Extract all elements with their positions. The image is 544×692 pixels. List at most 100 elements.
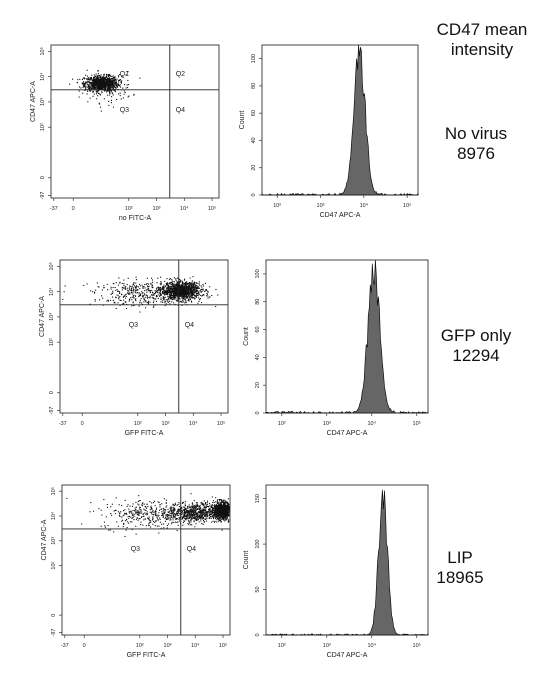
event-dot xyxy=(104,84,106,86)
event-dot xyxy=(93,77,95,79)
event-dot xyxy=(174,516,176,518)
event-dot xyxy=(96,282,98,284)
event-dot xyxy=(201,512,203,514)
event-dot xyxy=(190,289,192,291)
event-dot xyxy=(172,288,174,290)
event-dot xyxy=(123,514,125,516)
event-dot xyxy=(90,502,92,504)
event-dot xyxy=(157,289,159,291)
event-dot xyxy=(188,296,190,298)
event-dot xyxy=(95,81,97,83)
event-dot xyxy=(183,293,185,295)
x-tick-label: 10² xyxy=(278,643,286,649)
event-dot xyxy=(223,515,225,517)
event-dot xyxy=(215,518,217,520)
event-dot xyxy=(163,513,165,515)
event-dot xyxy=(191,293,193,295)
event-dot xyxy=(154,292,156,294)
event-dot xyxy=(206,515,208,517)
event-dot xyxy=(109,94,111,96)
event-dot xyxy=(190,284,192,286)
event-dot xyxy=(196,502,198,504)
event-dot xyxy=(99,81,101,83)
x-tick-label: 10⁴ xyxy=(360,202,369,209)
event-dot xyxy=(182,506,184,508)
event-dot xyxy=(93,90,95,92)
event-dot xyxy=(200,508,202,510)
event-dot xyxy=(112,77,114,79)
y-tick-label: 60 xyxy=(255,326,261,332)
event-dot xyxy=(184,285,186,287)
event-dot xyxy=(107,85,109,87)
event-dot xyxy=(228,506,230,508)
event-dot xyxy=(202,503,204,505)
event-dot xyxy=(185,511,187,513)
event-dot xyxy=(132,517,134,519)
event-dot xyxy=(195,292,197,294)
event-dot xyxy=(188,284,190,286)
event-dot xyxy=(158,288,160,290)
event-dot xyxy=(225,513,227,515)
event-dot xyxy=(184,288,186,290)
event-dot xyxy=(101,77,103,79)
event-dot xyxy=(176,510,178,512)
event-dot xyxy=(191,281,193,283)
event-dot xyxy=(166,290,168,292)
event-dot xyxy=(186,283,188,285)
event-dot xyxy=(176,512,178,514)
event-dot xyxy=(165,506,167,508)
event-dot xyxy=(78,96,80,98)
event-dot xyxy=(133,304,135,306)
event-dot xyxy=(196,517,198,519)
event-dot xyxy=(204,506,206,508)
event-dot xyxy=(218,509,220,511)
event-dot xyxy=(102,76,104,78)
event-dot xyxy=(215,514,217,516)
event-dot xyxy=(183,292,185,294)
event-dot xyxy=(102,84,104,86)
event-dot xyxy=(188,298,190,300)
event-dot xyxy=(92,79,94,81)
event-dot xyxy=(152,518,154,520)
event-dot xyxy=(105,87,107,89)
event-dot xyxy=(228,509,230,511)
event-dot xyxy=(180,289,182,291)
event-dot xyxy=(220,508,222,510)
event-dot xyxy=(170,286,172,288)
event-dot xyxy=(175,289,177,291)
event-dot xyxy=(164,511,166,513)
event-dot xyxy=(181,304,183,306)
event-dot xyxy=(179,295,181,297)
event-dot xyxy=(113,510,115,512)
event-dot xyxy=(104,87,106,89)
event-dot xyxy=(162,513,164,515)
event-dot xyxy=(172,513,174,515)
event-dot xyxy=(186,295,188,297)
event-dot xyxy=(147,506,149,508)
event-dot xyxy=(156,282,158,284)
event-dot xyxy=(170,287,172,289)
event-dot xyxy=(207,505,209,507)
event-dot xyxy=(108,74,110,76)
event-dot xyxy=(146,289,148,291)
event-dot xyxy=(216,510,218,512)
event-dot xyxy=(200,513,202,515)
event-dot xyxy=(146,301,148,303)
event-dot xyxy=(91,85,93,87)
event-dot xyxy=(211,512,213,514)
event-dot xyxy=(187,518,189,520)
event-dot xyxy=(185,286,187,288)
event-dot xyxy=(172,508,174,510)
event-dot xyxy=(176,284,178,286)
event-dot xyxy=(176,292,178,294)
event-dot xyxy=(123,93,125,95)
event-dot xyxy=(122,87,124,89)
event-dot xyxy=(201,515,203,517)
event-dot xyxy=(200,291,202,293)
event-dot xyxy=(191,300,193,302)
event-dot xyxy=(219,513,221,515)
event-dot xyxy=(228,508,230,510)
event-dot xyxy=(182,522,184,524)
event-dot xyxy=(90,78,92,80)
